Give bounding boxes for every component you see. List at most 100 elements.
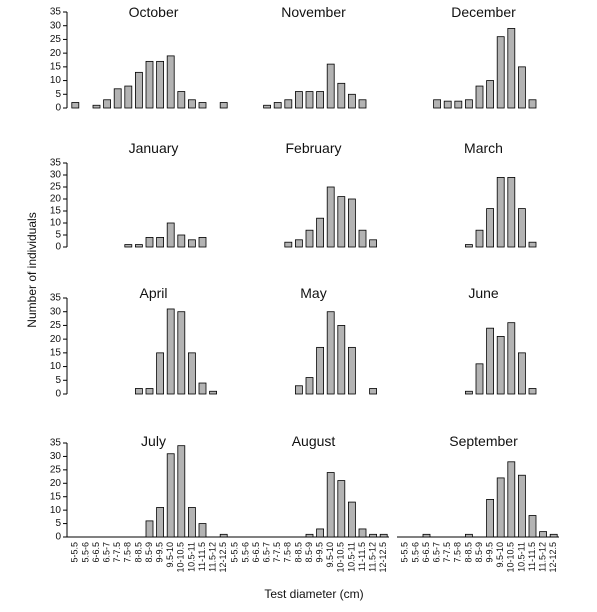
y-tick-label: 15 (50, 491, 62, 502)
bar (326, 472, 335, 538)
bar (539, 531, 547, 538)
x-tick-label: 7-7.5 (112, 542, 122, 563)
x-tick-label: 5-5.5 (400, 542, 410, 563)
bar (464, 244, 473, 248)
bar (369, 533, 378, 538)
bar (305, 377, 314, 395)
x-axis-label: Test diameter (cm) (264, 587, 363, 601)
y-tick-label: 35 (50, 7, 62, 18)
y-tick-label: 0 (55, 242, 61, 253)
bar (316, 528, 325, 538)
y-tick-label: 25 (50, 320, 62, 331)
bar (124, 85, 133, 109)
y-tick-label: 25 (50, 182, 62, 193)
bar (156, 60, 165, 109)
bar (145, 236, 154, 248)
bar (496, 36, 505, 109)
bar (464, 99, 473, 109)
x-tick-label: 9-9.5 (484, 542, 494, 563)
bar (187, 507, 196, 538)
y-tick-label: 20 (50, 194, 62, 205)
x-tick-label: 8-8.5 (293, 542, 303, 563)
bar (528, 241, 537, 248)
y-axis-label: Number of individuals (25, 212, 39, 327)
bar (198, 523, 207, 538)
bar (358, 528, 367, 538)
bar (337, 325, 346, 395)
bar (358, 99, 367, 109)
y-tick-label: 15 (50, 347, 62, 358)
bar (507, 461, 516, 538)
bar (347, 93, 356, 109)
bar (134, 388, 143, 395)
bar (177, 445, 186, 538)
bar (443, 100, 452, 109)
panel-title: September (449, 433, 518, 449)
x-tick-label: 8-8.5 (133, 542, 143, 563)
bar (305, 229, 314, 248)
y-tick-label: 35 (50, 438, 62, 449)
y-tick-label: 30 (50, 20, 62, 31)
bar (316, 346, 325, 395)
bar (518, 208, 526, 248)
x-tick-label: 5.5-6 (410, 542, 420, 563)
x-tick-label: 11.5-12 (537, 542, 547, 572)
bar (507, 322, 516, 395)
x-tick-label: 6-6.5 (251, 542, 261, 563)
x-tick-label: 11-11.5 (197, 542, 207, 571)
x-tick-label: 9.5-10 (325, 542, 335, 568)
x-tick-label: 11.5-12 (367, 542, 377, 572)
x-tick-label: 9.5-10 (495, 542, 505, 568)
bar (294, 239, 303, 248)
x-tick-label: 10.5-11 (516, 542, 526, 572)
bar (177, 234, 186, 248)
bar (518, 352, 526, 395)
y-tick-label: 20 (50, 478, 62, 489)
bar (486, 498, 495, 538)
bar (326, 186, 335, 248)
x-tick-label: 7.5-8 (123, 542, 133, 563)
bar (464, 390, 473, 395)
bar (219, 102, 228, 109)
bar (177, 311, 186, 395)
x-tick-label: 12-12.5 (548, 542, 558, 573)
bar (198, 236, 207, 248)
y-tick-label: 5 (55, 375, 61, 386)
bar (486, 80, 495, 109)
bar (134, 71, 143, 109)
bar (316, 217, 325, 248)
bar (145, 388, 154, 395)
bar (337, 82, 346, 109)
x-tick-label: 11-11.5 (527, 542, 537, 571)
x-tick-label: 5.5-6 (80, 542, 90, 563)
bar (518, 66, 526, 109)
bar (187, 99, 196, 109)
bar (284, 241, 293, 248)
bar (209, 390, 218, 395)
x-tick-label: 7-7.5 (272, 542, 282, 563)
bar (113, 88, 122, 109)
x-tick-label: 12-12.5 (218, 542, 228, 573)
y-tick-label: 0 (55, 103, 61, 114)
bar (166, 55, 175, 109)
bar (347, 501, 356, 538)
bar (464, 533, 473, 538)
panel-title: January (129, 140, 179, 156)
y-tick-label: 15 (50, 206, 62, 217)
x-tick-label: 10-10.5 (176, 542, 186, 573)
x-tick-label: 10-10.5 (336, 542, 346, 573)
x-tick-label: 5-5.5 (70, 542, 80, 563)
bar (305, 91, 314, 109)
x-tick-label: 6-6.5 (91, 542, 101, 563)
bar (166, 308, 175, 395)
bar (156, 352, 165, 395)
panel-title: November (281, 4, 346, 20)
x-tick-label: 8-8.5 (463, 542, 473, 563)
bar (198, 102, 207, 109)
bar (166, 222, 175, 248)
bar (166, 453, 175, 538)
bar (177, 91, 186, 109)
bar (156, 236, 165, 248)
bar (71, 102, 80, 109)
panel-title: October (129, 4, 179, 20)
